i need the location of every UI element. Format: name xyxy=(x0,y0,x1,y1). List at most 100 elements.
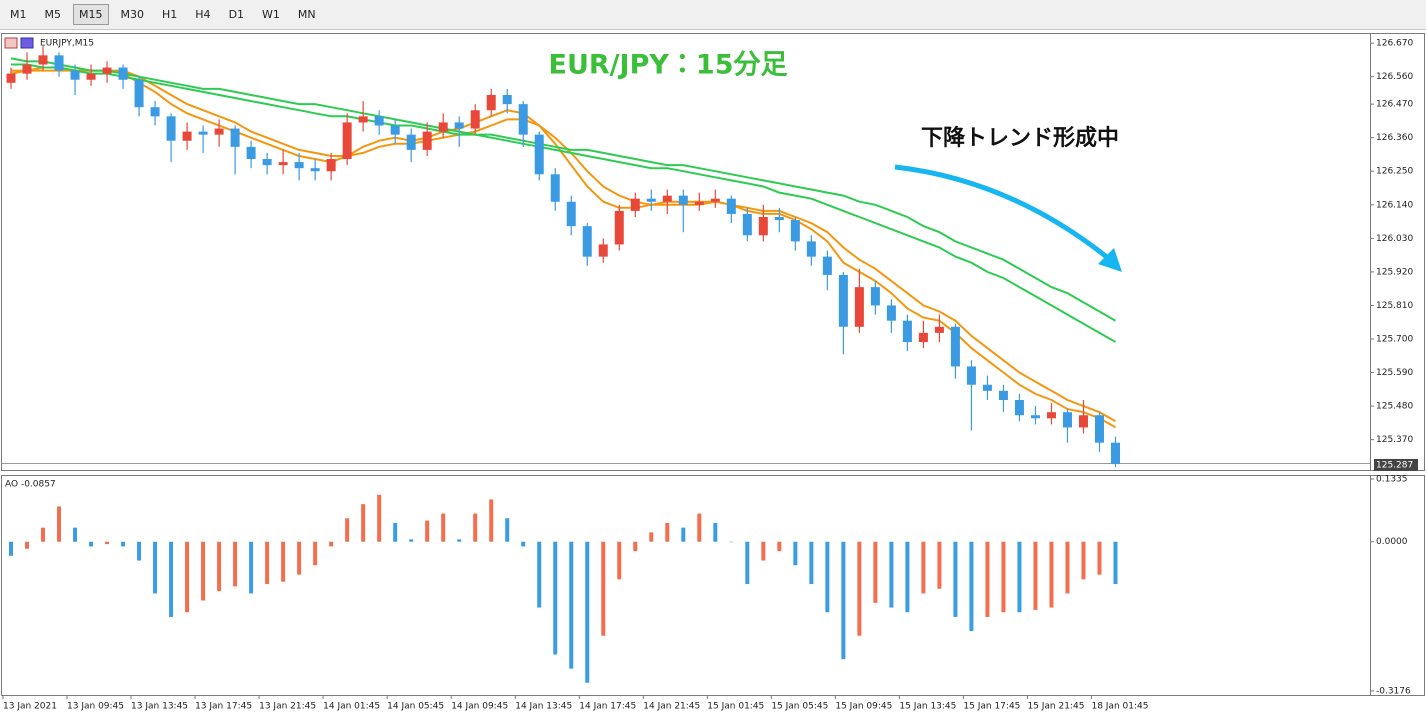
y-tick-label: 125.590 xyxy=(1376,368,1413,378)
ao-bar xyxy=(121,541,126,547)
candle-body xyxy=(822,256,832,275)
ao-bar xyxy=(313,541,318,566)
candle-body xyxy=(150,107,160,117)
ao-bar xyxy=(281,541,286,582)
ao-bar xyxy=(57,506,62,542)
candle-body xyxy=(646,198,656,202)
ao-bar xyxy=(25,541,30,549)
timeframe-button[interactable]: M5 xyxy=(44,8,62,21)
indicator-panel xyxy=(1,475,1425,696)
ao-bar xyxy=(505,518,510,542)
x-tick-label: 15 Jan 13:45 xyxy=(899,702,956,712)
ao-bar xyxy=(553,541,558,655)
candle-body xyxy=(406,134,416,150)
annotation: 下降トレンド形成中 xyxy=(921,126,1119,151)
candle-body xyxy=(902,320,912,343)
ao-bar xyxy=(217,541,222,592)
plot-layer: 126.670 126.560 126.470 126.360 126.250 126.1… xyxy=(2,39,1418,712)
timeframe-button[interactable]: H4 xyxy=(195,8,211,21)
candle-body xyxy=(854,287,864,327)
x-tick-label: 13 Jan 13:45 xyxy=(131,702,188,712)
x-tick-label: 14 Jan 05:45 xyxy=(387,702,444,712)
ao-bar xyxy=(745,541,750,585)
ao-bar xyxy=(409,539,414,542)
candle-body xyxy=(662,195,672,202)
moving-average xyxy=(11,63,1116,343)
ao-bar xyxy=(729,541,734,543)
ao-bar xyxy=(1017,541,1022,613)
ao-bar xyxy=(297,541,302,575)
ao-bar xyxy=(825,541,830,613)
candle-body xyxy=(38,55,48,65)
ao-bar xyxy=(89,541,94,547)
candle-body xyxy=(614,210,624,245)
ao-bar xyxy=(857,541,862,636)
ao-bar xyxy=(201,541,206,601)
ao-bar xyxy=(777,541,782,552)
candle-body xyxy=(598,244,608,257)
x-tick-label: 15 Jan 17:45 xyxy=(963,702,1020,712)
ao-bar xyxy=(1065,541,1070,594)
ao-bar xyxy=(569,541,574,669)
ao-bar xyxy=(697,513,702,542)
ao-bar xyxy=(1097,541,1102,575)
candle-body xyxy=(70,70,80,80)
ao-bar xyxy=(137,541,142,561)
candle-body xyxy=(838,274,848,327)
candle-body xyxy=(390,125,400,135)
ao-bar xyxy=(489,499,494,542)
timeframe-button[interactable]: M15 xyxy=(73,4,109,25)
ao-bar xyxy=(841,541,846,660)
ao-bar xyxy=(889,541,894,608)
x-tick-label: 13 Jan 09:45 xyxy=(67,702,124,712)
candle-body xyxy=(1078,415,1088,428)
ao-bar xyxy=(249,541,254,594)
candle-body xyxy=(358,116,368,123)
last-price-tag xyxy=(1374,458,1418,471)
candle-body xyxy=(758,216,768,236)
candle-body xyxy=(918,332,928,343)
candle-body xyxy=(182,131,192,141)
candle-body xyxy=(998,390,1008,400)
ao-bar xyxy=(377,494,382,542)
timeframe-button[interactable]: M1 xyxy=(10,8,27,21)
candle-body xyxy=(486,94,496,111)
candle-body xyxy=(438,122,448,132)
y-tick-label: 0.0000 xyxy=(1376,537,1408,547)
ao-bar xyxy=(937,541,942,589)
candle-body xyxy=(550,174,560,202)
last-price-label: 125.287 xyxy=(1376,460,1413,470)
y-tick-label: 125.700 xyxy=(1376,334,1413,344)
candle-body xyxy=(326,159,336,172)
timeframe-button[interactable]: M30 xyxy=(120,8,145,21)
x-tick-label: 18 Jan 01:45 xyxy=(1091,702,1148,712)
timeframe-button[interactable]: D1 xyxy=(228,8,245,21)
candle-body xyxy=(118,67,128,80)
candle-body xyxy=(950,326,960,367)
candle-body xyxy=(214,128,224,135)
candle-body xyxy=(102,67,112,74)
trend-arrow xyxy=(894,164,1122,272)
timeframe-button[interactable]: W1 xyxy=(262,8,280,21)
x-tick-label: 14 Jan 01:45 xyxy=(323,702,380,712)
ao-bar xyxy=(473,513,478,542)
y-tick-label: 125.370 xyxy=(1376,435,1413,445)
y-tick-label: 125.810 xyxy=(1376,301,1413,311)
candle-body xyxy=(630,198,640,211)
chart-title: EUR/JPY：15分足 xyxy=(549,50,788,81)
ao-bar xyxy=(105,541,110,545)
ao-bar xyxy=(153,541,158,594)
ao-bar xyxy=(633,541,638,552)
timeframe-button[interactable]: MN xyxy=(297,8,316,21)
timeframe-button[interactable]: H1 xyxy=(162,8,178,21)
ao-bar xyxy=(265,541,270,585)
x-tick-label: 14 Jan 21:45 xyxy=(643,702,700,712)
moving-average xyxy=(10,66,1116,429)
x-tick-label: 15 Jan 05:45 xyxy=(771,702,828,712)
ao-bar xyxy=(585,541,590,683)
candle-body xyxy=(774,216,784,221)
candle-body xyxy=(278,162,288,166)
ao-bar xyxy=(809,541,814,585)
candle-body xyxy=(166,116,176,141)
